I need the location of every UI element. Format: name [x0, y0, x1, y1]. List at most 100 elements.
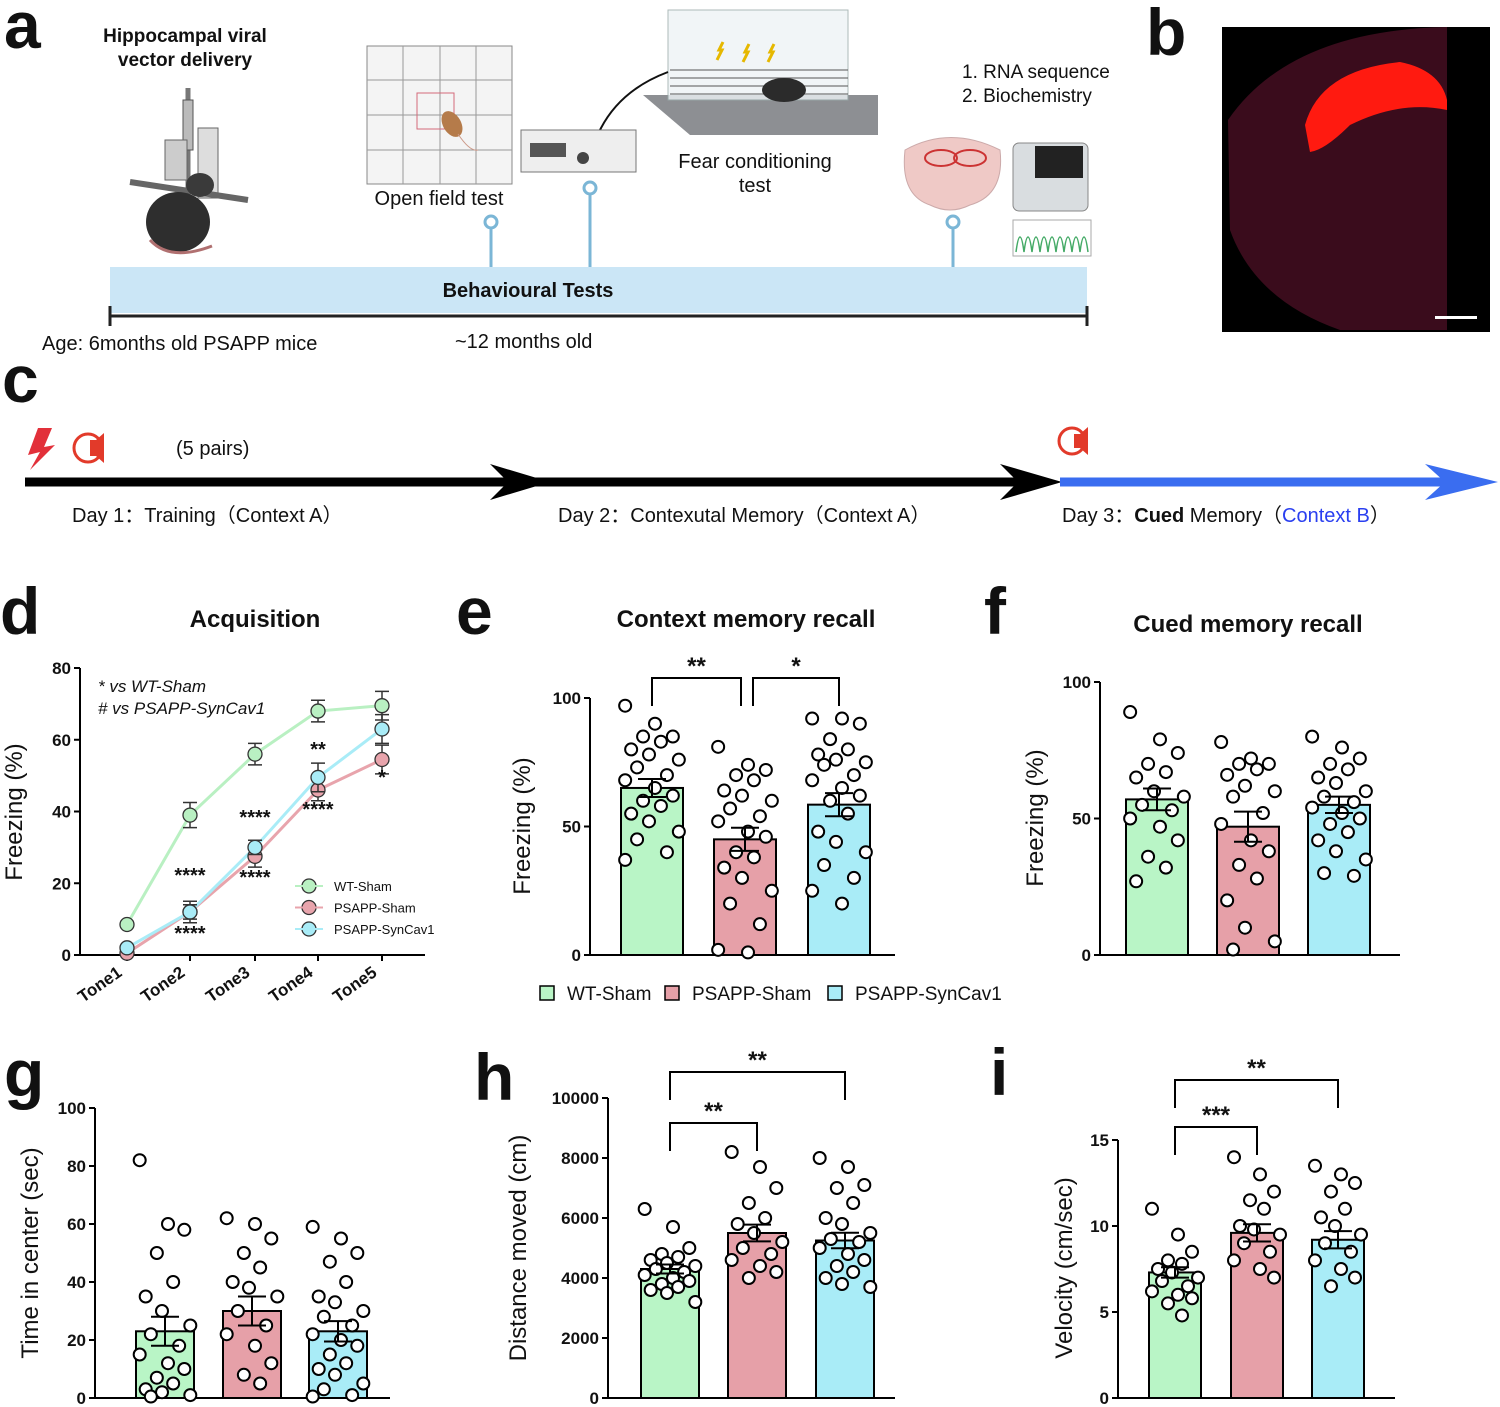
data-point [729, 768, 744, 783]
legend-label: PSAPP-SynCav1 [855, 984, 1002, 1005]
data-point [758, 829, 773, 844]
data-point [1244, 751, 1258, 766]
data-point [665, 788, 680, 803]
data-point [688, 1295, 703, 1309]
data-point [1249, 762, 1264, 777]
data-point [1263, 1244, 1277, 1259]
data-point [264, 1231, 279, 1246]
data-point [1214, 735, 1229, 750]
analysis-label: 1. RNA sequence [962, 62, 1110, 83]
data-point [805, 711, 820, 726]
data-point [735, 788, 749, 803]
day3-part: Day 3： [1062, 505, 1134, 527]
data-point [863, 1280, 878, 1294]
data-point [829, 1259, 844, 1273]
data-point [1161, 1296, 1175, 1311]
data-point [1354, 1227, 1368, 1242]
y-axis-label: Distance moved (cm) [505, 1135, 532, 1362]
data-point [143, 1389, 158, 1404]
data-point [322, 1347, 337, 1362]
y-tick-label: 0 [590, 1389, 599, 1407]
data-point [1220, 767, 1235, 782]
protocol-arrows [25, 464, 1498, 500]
legend-label: PSAPP-SynCav1 [334, 922, 434, 937]
data-point [857, 1253, 872, 1267]
y-axis-label: Freezing (%) [1, 743, 28, 880]
data-point [1317, 866, 1332, 881]
y-tick-label: 50 [562, 818, 581, 837]
y-tick-label: 60 [52, 731, 71, 750]
data-point [618, 698, 633, 713]
data-point [1261, 756, 1276, 771]
data-point [666, 1220, 680, 1234]
data-point [1171, 1227, 1185, 1242]
data-point [356, 1376, 371, 1391]
data-point [334, 1231, 348, 1246]
data-point [1358, 852, 1373, 867]
data-point [764, 883, 779, 898]
data-point [1267, 1184, 1281, 1199]
data-point [225, 1275, 240, 1289]
data-point [1238, 778, 1252, 793]
data-point [717, 860, 732, 875]
data-point [829, 1181, 844, 1195]
stats-note: # vs PSAPP-SynCav1 [98, 699, 265, 718]
day1-label: Day 1：Training（Context A） [72, 504, 342, 527]
data-point [143, 1327, 158, 1342]
data-point [1311, 770, 1326, 785]
data-point [1129, 770, 1144, 785]
data-point [863, 1226, 878, 1240]
data-point [724, 1145, 739, 1159]
legend-swatch [827, 985, 843, 1001]
data-point [270, 1289, 285, 1304]
data-point [339, 1356, 354, 1371]
data-point [1267, 1270, 1281, 1285]
data-point [1253, 1262, 1267, 1276]
data-point [835, 1217, 849, 1231]
data-point [1314, 1210, 1328, 1225]
data-point [840, 806, 855, 821]
data-point [310, 769, 326, 786]
chart-title: Cued memory recall [1133, 611, 1362, 638]
y-tick-label: 100 [58, 1099, 86, 1118]
significance-label: **** [302, 799, 333, 821]
data-point [1227, 1253, 1241, 1268]
data-point [182, 807, 198, 823]
data-point [805, 773, 820, 788]
stimulus-icons [28, 426, 1088, 470]
data-point [682, 1241, 697, 1255]
panel-label: e [456, 574, 493, 648]
data-point [161, 1356, 175, 1371]
data-point [166, 1275, 181, 1289]
panel-label: c [2, 342, 39, 416]
y-tick-label: 20 [52, 874, 71, 893]
day2-label: Day 2：Contexutal Memory（Context A） [558, 504, 930, 527]
day3-part: Cued [1134, 505, 1184, 527]
data-point [711, 739, 726, 754]
data-point [1129, 874, 1144, 889]
data-point [852, 716, 867, 731]
y-tick-label: 40 [52, 803, 71, 822]
significance-bracket [1174, 1079, 1339, 1108]
y-tick-label: 0 [1082, 946, 1091, 965]
stats-note: * vs WT-Sham [98, 677, 206, 696]
y-tick-label: 0 [77, 1389, 86, 1407]
data-point [1329, 844, 1343, 859]
data-point [305, 1219, 320, 1234]
data-point [711, 942, 726, 957]
data-point [1257, 1201, 1271, 1216]
data-point [1170, 745, 1185, 760]
significance-label: ** [748, 1047, 767, 1074]
open-field-illustration [366, 45, 513, 185]
significance-bracket [669, 1071, 846, 1100]
significance-label: ** [310, 739, 326, 761]
data-point [659, 845, 674, 860]
data-point [764, 793, 779, 808]
data-point [155, 1304, 169, 1318]
data-point [183, 1318, 198, 1333]
data-point [345, 1388, 360, 1403]
data-point [648, 1262, 663, 1276]
panel-label: g [4, 1036, 44, 1110]
data-point [305, 1327, 320, 1342]
y-tick-label: 10000 [552, 1089, 599, 1108]
